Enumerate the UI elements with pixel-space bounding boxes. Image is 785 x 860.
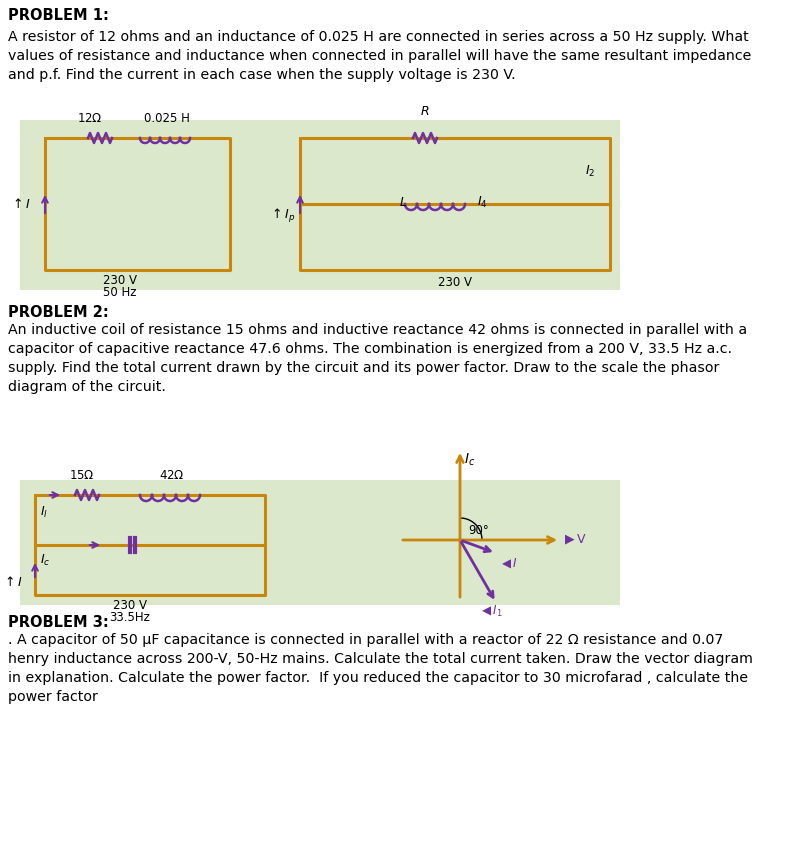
Text: and p.f. Find the current in each case when the supply voltage is 230 V.: and p.f. Find the current in each case w… <box>8 68 516 82</box>
Text: 50 Hz: 50 Hz <box>104 286 137 299</box>
Text: 42$\Omega$: 42$\Omega$ <box>159 469 184 482</box>
Text: PROBLEM 1:: PROBLEM 1: <box>8 8 109 23</box>
Text: 12$\Omega$: 12$\Omega$ <box>77 112 103 125</box>
Text: $\blacktriangleleft I$: $\blacktriangleleft I$ <box>498 556 517 570</box>
Text: $I_c$: $I_c$ <box>40 553 50 568</box>
Text: . A capacitor of 50 μF capacitance is connected in parallel with a reactor of 22: . A capacitor of 50 μF capacitance is co… <box>8 633 723 647</box>
Text: 33.5Hz: 33.5Hz <box>110 611 151 624</box>
Text: An inductive coil of resistance 15 ohms and inductive reactance 42 ohms is conne: An inductive coil of resistance 15 ohms … <box>8 323 747 337</box>
Text: 230 V: 230 V <box>103 274 137 287</box>
Text: 230 V: 230 V <box>438 276 472 289</box>
Bar <box>20 120 620 290</box>
Text: A resistor of 12 ohms and an inductance of 0.025 H are connected in series acros: A resistor of 12 ohms and an inductance … <box>8 30 749 44</box>
Text: values of resistance and inductance when connected in parallel will have the sam: values of resistance and inductance when… <box>8 49 751 63</box>
Text: PROBLEM 3:: PROBLEM 3: <box>8 615 109 630</box>
Text: $L$: $L$ <box>399 195 407 208</box>
Text: $I_4$: $I_4$ <box>477 194 487 210</box>
Text: supply. Find the total current drawn by the circuit and its power factor. Draw t: supply. Find the total current drawn by … <box>8 361 719 375</box>
Text: 90°: 90° <box>468 524 489 537</box>
Text: 0.025 H: 0.025 H <box>144 112 190 125</box>
Text: in explanation. Calculate the power factor.  If you reduced the capacitor to 30 : in explanation. Calculate the power fact… <box>8 671 748 685</box>
Text: PROBLEM 2:: PROBLEM 2: <box>8 305 109 320</box>
Text: diagram of the circuit.: diagram of the circuit. <box>8 380 166 394</box>
Text: R: R <box>421 105 429 118</box>
Bar <box>20 480 620 605</box>
Text: $I_c$: $I_c$ <box>464 452 476 469</box>
Text: 15$\Omega$: 15$\Omega$ <box>69 469 95 482</box>
Text: $\uparrow I$: $\uparrow I$ <box>2 575 23 589</box>
Text: henry inductance across 200-V, 50-Hz mains. Calculate the total current taken. D: henry inductance across 200-V, 50-Hz mai… <box>8 652 753 666</box>
Text: capacitor of capacitive reactance 47.6 ohms. The combination is energized from a: capacitor of capacitive reactance 47.6 o… <box>8 342 732 356</box>
Text: $\uparrow I_p$: $\uparrow I_p$ <box>268 207 295 225</box>
Text: $\uparrow I$: $\uparrow I$ <box>10 197 31 211</box>
Text: $I_2$: $I_2$ <box>585 163 595 179</box>
Text: $I_l$: $I_l$ <box>40 505 48 520</box>
Text: $\blacktriangleleft I_1$: $\blacktriangleleft I_1$ <box>479 605 502 619</box>
Text: power factor: power factor <box>8 690 98 704</box>
Text: 230 V: 230 V <box>113 599 147 612</box>
Text: $\blacktriangleright$V: $\blacktriangleright$V <box>562 533 587 547</box>
